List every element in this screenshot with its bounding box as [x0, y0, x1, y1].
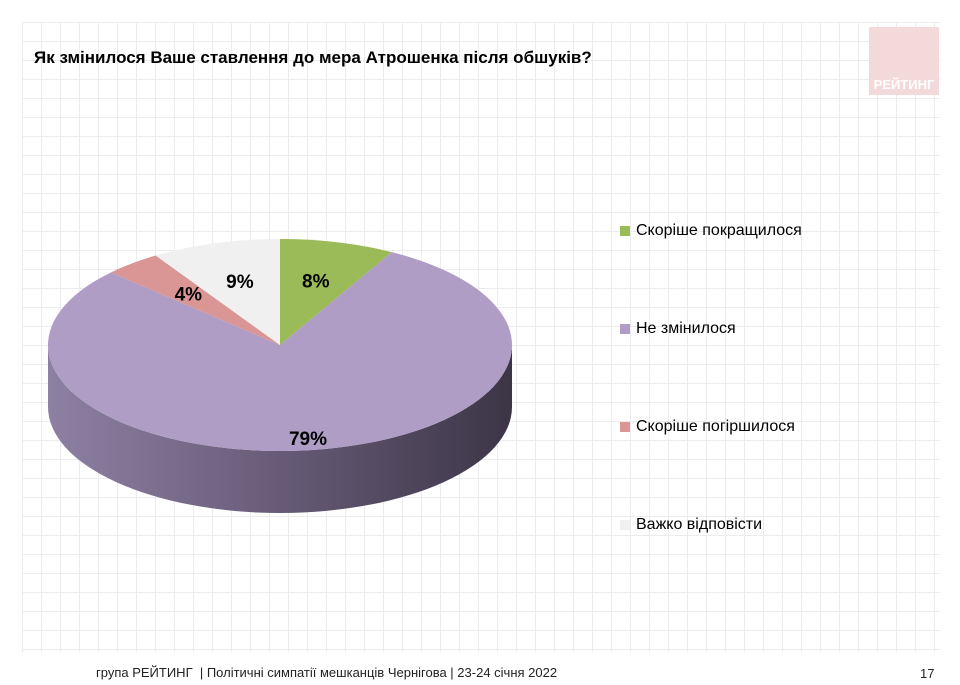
pie-slice: [110, 255, 281, 345]
legend-swatch: [620, 520, 630, 530]
data-label: 79%: [289, 429, 327, 450]
legend-swatch: [620, 226, 630, 236]
pie-side: [48, 345, 512, 513]
data-label: 8%: [302, 271, 330, 292]
pie-slice: [280, 239, 392, 345]
legend-item: Не змінилося: [620, 320, 736, 338]
pie-slice: [48, 252, 512, 451]
chart-title: Як змінилося Ваше ставлення до мера Атро…: [34, 48, 592, 67]
page-number: 17: [920, 666, 935, 681]
logo-text: РЕЙТИНГ: [873, 77, 935, 92]
footer: група РЕЙТИНГ | Політичні симпатії мешка…: [96, 665, 558, 680]
legend-item: Важко відповісти: [620, 516, 762, 534]
legend-item: Скоріше покращилося: [620, 222, 802, 240]
data-label: 9%: [226, 272, 254, 293]
legend-swatch: [620, 422, 630, 432]
rating-logo: РЕЙТИНГ: [869, 27, 939, 95]
legend-swatch: [620, 324, 630, 334]
legend-label: Скоріше покращилося: [636, 222, 802, 239]
legend-label: Скоріше погіршилося: [636, 418, 795, 435]
legend-label: Важко відповісти: [636, 516, 763, 533]
data-label: 4%: [175, 284, 203, 305]
legend-item: Скоріше погіршилося: [620, 418, 795, 436]
legend-label: Не змінилося: [636, 320, 736, 337]
pie-slice: [155, 239, 280, 345]
